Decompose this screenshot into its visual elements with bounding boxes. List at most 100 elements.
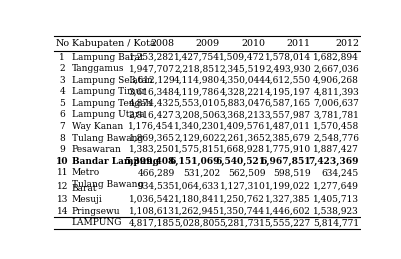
- Text: 6,967,851: 6,967,851: [260, 157, 311, 166]
- Text: 5,028,805: 5,028,805: [174, 218, 220, 227]
- Text: 1,570,458: 1,570,458: [313, 122, 359, 131]
- Text: 1,253,282: 1,253,282: [129, 53, 174, 62]
- Text: 634,245: 634,245: [322, 168, 359, 177]
- Text: Tulang Bawang: Tulang Bawang: [72, 134, 143, 142]
- Text: 1,575,815: 1,575,815: [174, 145, 220, 154]
- Text: 1,277,649: 1,277,649: [313, 182, 359, 191]
- Text: 5,281,731: 5,281,731: [219, 218, 265, 227]
- Text: 1,350,744: 1,350,744: [219, 207, 265, 216]
- Text: 4,811,393: 4,811,393: [313, 87, 359, 96]
- Text: 1,446,602: 1,446,602: [265, 207, 311, 216]
- Text: 1,538,923: 1,538,923: [313, 207, 359, 216]
- Text: 4,328,221: 4,328,221: [220, 87, 265, 96]
- Text: 7,423,369: 7,423,369: [308, 157, 359, 166]
- Text: 1,176,454: 1,176,454: [128, 122, 174, 131]
- Text: 3,368,213: 3,368,213: [220, 111, 265, 119]
- Text: 5,883,047: 5,883,047: [219, 99, 265, 108]
- Text: 1,947,707: 1,947,707: [129, 64, 174, 73]
- Text: 14: 14: [57, 207, 68, 216]
- Text: 5,399,408: 5,399,408: [124, 157, 174, 166]
- Text: 2011: 2011: [287, 39, 311, 48]
- Text: 5,553,010: 5,553,010: [174, 99, 220, 108]
- Text: Lampung Timur: Lampung Timur: [72, 87, 146, 96]
- Text: Metro: Metro: [72, 168, 100, 177]
- Text: 1,509,472: 1,509,472: [219, 53, 265, 62]
- Text: 1,036,542: 1,036,542: [129, 195, 174, 204]
- Text: Lampung Selatan: Lampung Selatan: [72, 76, 153, 85]
- Text: 4,195,197: 4,195,197: [265, 87, 311, 96]
- Text: 8: 8: [59, 134, 65, 142]
- Text: Tanggamus: Tanggamus: [72, 64, 124, 73]
- Text: 598,519: 598,519: [273, 168, 311, 177]
- Text: 4,874,432: 4,874,432: [129, 99, 174, 108]
- Text: 3: 3: [59, 76, 65, 85]
- Text: Lampung Barat: Lampung Barat: [72, 53, 144, 62]
- Text: 2,129,602: 2,129,602: [174, 134, 220, 142]
- Text: 7,006,637: 7,006,637: [313, 99, 359, 108]
- Text: 5: 5: [59, 99, 65, 108]
- Text: 3,612,129: 3,612,129: [129, 76, 174, 85]
- Text: 11: 11: [57, 168, 68, 177]
- Text: Lampung Utara: Lampung Utara: [72, 111, 145, 119]
- Text: 4,906,268: 4,906,268: [313, 76, 359, 85]
- Text: 2,493,930: 2,493,930: [265, 64, 311, 73]
- Text: 3,616,348: 3,616,348: [129, 87, 174, 96]
- Text: 2,218,851: 2,218,851: [174, 64, 220, 73]
- Text: 1,064,633: 1,064,633: [174, 182, 220, 191]
- Text: 1,775,910: 1,775,910: [265, 145, 311, 154]
- Text: Bandar Lampung: Bandar Lampung: [72, 157, 159, 166]
- Text: 1,578,014: 1,578,014: [265, 53, 311, 62]
- Text: 1,427,754: 1,427,754: [174, 53, 220, 62]
- Text: 1,668,928: 1,668,928: [219, 145, 265, 154]
- Text: No: No: [55, 39, 69, 48]
- Text: 6,540,521: 6,540,521: [215, 157, 265, 166]
- Text: 3,781,781: 3,781,781: [313, 111, 359, 119]
- Text: 1,250,762: 1,250,762: [219, 195, 265, 204]
- Text: 2008: 2008: [150, 39, 174, 48]
- Text: 5,814,771: 5,814,771: [313, 218, 359, 227]
- Text: 1,262,945: 1,262,945: [174, 207, 220, 216]
- Text: 1,180,841: 1,180,841: [174, 195, 220, 204]
- Text: 2,548,776: 2,548,776: [313, 134, 359, 142]
- Text: 2012: 2012: [335, 39, 359, 48]
- Text: 4,612,550: 4,612,550: [265, 76, 311, 85]
- Text: Pesawaran: Pesawaran: [72, 145, 122, 154]
- Text: LAMPUNG: LAMPUNG: [72, 218, 122, 227]
- Text: 10: 10: [56, 157, 69, 166]
- Text: 1,682,894: 1,682,894: [313, 53, 359, 62]
- Text: Kabupaten / Kota: Kabupaten / Kota: [72, 39, 156, 48]
- Text: 1,487,011: 1,487,011: [265, 122, 311, 131]
- Text: 934,535: 934,535: [137, 182, 174, 191]
- Text: 531,202: 531,202: [183, 168, 220, 177]
- Text: 6: 6: [59, 111, 65, 119]
- Text: 1,405,713: 1,405,713: [313, 195, 359, 204]
- Text: 4,114,980: 4,114,980: [174, 76, 220, 85]
- Text: Mesuji: Mesuji: [72, 195, 103, 204]
- Text: 1,340,230: 1,340,230: [174, 122, 220, 131]
- Text: 3,208,506: 3,208,506: [174, 111, 220, 119]
- Text: 6,151,069: 6,151,069: [169, 157, 220, 166]
- Text: 1,199,022: 1,199,022: [265, 182, 311, 191]
- Text: Lampung Tengah: Lampung Tengah: [72, 99, 152, 108]
- Text: 2,385,679: 2,385,679: [265, 134, 311, 142]
- Text: Barat: Barat: [72, 184, 97, 193]
- Text: 1,127,310: 1,127,310: [219, 182, 265, 191]
- Text: 1,887,427: 1,887,427: [313, 145, 359, 154]
- Text: 1,108,613: 1,108,613: [129, 207, 174, 216]
- Text: 1: 1: [59, 53, 65, 62]
- Text: 6,587,165: 6,587,165: [264, 99, 311, 108]
- Text: 1,409,576: 1,409,576: [219, 122, 265, 131]
- Text: 13: 13: [57, 195, 68, 204]
- Text: Tulang Bawang: Tulang Bawang: [72, 179, 143, 189]
- Text: 562,509: 562,509: [228, 168, 265, 177]
- Text: 2010: 2010: [241, 39, 265, 48]
- Text: 4,350,044: 4,350,044: [219, 76, 265, 85]
- Text: 4: 4: [59, 87, 65, 96]
- Text: 2009: 2009: [196, 39, 220, 48]
- Text: 9: 9: [59, 145, 65, 154]
- Text: 5,555,227: 5,555,227: [264, 218, 311, 227]
- Text: 2,667,036: 2,667,036: [313, 64, 359, 73]
- Text: 2: 2: [59, 64, 65, 73]
- Text: 7: 7: [59, 122, 65, 131]
- Text: 2,816,427: 2,816,427: [129, 111, 174, 119]
